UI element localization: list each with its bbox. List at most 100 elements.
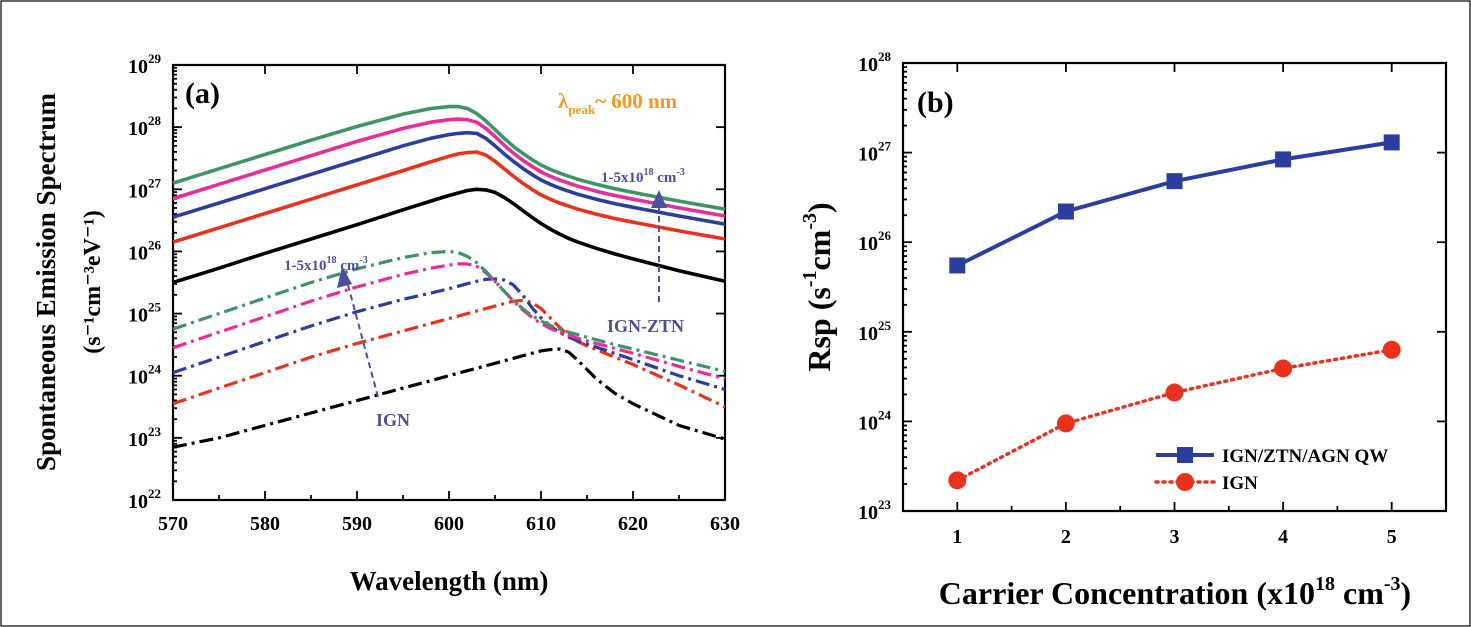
ign-ztn-range-main: 1-5x10 — [601, 170, 644, 186]
panel-a-y-axis-unit: (s⁻¹cm⁻³eV⁻¹) — [80, 210, 106, 354]
panel-a-x-axis-title: Wavelength (nm) — [350, 566, 549, 596]
panel-a-x-tick-label: 630 — [710, 513, 740, 535]
panel-b-x-title-end: ) — [1401, 575, 1412, 611]
tick-exponent: 26 — [148, 237, 162, 252]
tick-base: 10 — [858, 323, 878, 345]
ign-range-unit: cm — [337, 258, 360, 274]
tick-exponent: 27 — [148, 175, 162, 190]
tick-exponent: 24 — [148, 362, 162, 377]
panel-a-y-tick-label: 1024 — [128, 362, 162, 389]
panel-a-x-tick-label: 580 — [250, 513, 280, 535]
tick-exponent: 27 — [878, 139, 892, 154]
panel-a-y-tick-label: 1028 — [128, 113, 162, 140]
panel-b-x-tick-label: 3 — [1170, 526, 1180, 548]
ign-curve-n5 — [172, 249, 726, 373]
peak-value: ~ 600 nm — [595, 89, 678, 113]
tick-exponent: 28 — [878, 49, 892, 64]
panel-b-y-tick-label: 1028 — [858, 49, 892, 76]
ign-label: IGN — [376, 410, 410, 430]
panel-a-x-tick-label: 620 — [618, 513, 648, 535]
panel-a-y-tick-label: 1025 — [128, 300, 162, 327]
panel-b-x-tick-label: 1 — [952, 526, 962, 548]
ign-ztn-curve-n2 — [172, 150, 726, 244]
panel-b-point-qw — [1275, 151, 1292, 168]
tick-base: 10 — [858, 502, 878, 524]
tick-base: 10 — [128, 429, 148, 451]
peak-lambda: λ — [558, 89, 569, 113]
legend-marker-ign — [1176, 473, 1194, 491]
legend-label-ign: IGN — [1222, 473, 1258, 494]
panel-a-x-tick-label: 610 — [526, 513, 556, 535]
tick-base: 10 — [858, 412, 878, 434]
ign-curve-n1 — [172, 347, 726, 449]
ign-curve-n2 — [172, 298, 726, 409]
panel-a-y-tick-label: 1027 — [128, 175, 162, 202]
ign-ztn-arrow-head — [651, 190, 667, 208]
panel-a-y-tick-label: 1022 — [128, 486, 161, 513]
legend-label-qw: IGN/ZTN/AGN QW — [1222, 446, 1388, 467]
panel-a-x-tick-label: 570 — [158, 513, 188, 535]
panel-b-point-qw — [1383, 134, 1400, 151]
panel-a-y-axis-title: Spontaneous Emission Spectrum — [31, 92, 61, 471]
tick-base: 10 — [128, 491, 148, 513]
panel-b-point-ign — [1274, 359, 1293, 378]
panel-b-y-tick-label: 1026 — [858, 228, 892, 255]
tick-base: 10 — [128, 242, 148, 264]
panel-a-series — [172, 104, 726, 449]
ign-ztn-curve-n3 — [172, 130, 726, 226]
panel-a-x-tick-label: 600 — [434, 513, 464, 535]
panel-b-x-title-main: Carrier Concentration (x10 — [939, 575, 1315, 611]
panel-b-x-tick-label: 5 — [1387, 526, 1397, 548]
tick-exponent: 29 — [148, 51, 162, 66]
tick-exponent: 28 — [148, 113, 162, 128]
tick-base: 10 — [128, 305, 148, 327]
ign-range-unit-sup: -3 — [359, 255, 367, 266]
tick-exponent: 23 — [878, 497, 892, 512]
ign-range-label: 1-5x1018 cm-3 — [284, 255, 368, 274]
panel-a-y-tick-label: 1023 — [128, 424, 162, 451]
panel-b-x-title-unit-sup: -3 — [1384, 573, 1401, 595]
ign-range-main: 1-5x10 — [284, 258, 327, 274]
panel-b-y-title-mid: cm — [801, 229, 837, 270]
panel-b-y-title-sup1: -1 — [799, 271, 821, 288]
ign-ztn-curve-n4 — [172, 117, 726, 218]
panel-a-y-tick-label: 1026 — [128, 237, 162, 264]
tick-exponent: 25 — [148, 300, 162, 315]
panel-b-y-tick-label: 1025 — [858, 318, 892, 345]
ign-ztn-range-unit-sup: -3 — [676, 167, 684, 178]
ign-arrow-head — [337, 266, 352, 288]
panel-b-x-tick-label: 4 — [1278, 526, 1288, 548]
panel-b-x-title-unit: cm — [1335, 575, 1384, 611]
panel-b-y-axis-title: Rsp (s-1cm-3) — [799, 202, 837, 371]
panel-b-x-tick-label: 2 — [1061, 526, 1071, 548]
panel-b-label: (b) — [917, 86, 954, 119]
panel-b-point-ign — [1165, 383, 1184, 402]
tick-base: 10 — [858, 54, 878, 76]
panel-a-label: (a) — [185, 77, 220, 110]
panel-b-y-tick-label: 1024 — [858, 407, 892, 434]
panel-b-legend: IGN/ZTN/AGN QW IGN — [1154, 446, 1388, 494]
panel-b-point-ign — [948, 471, 967, 490]
panel-b-series — [948, 134, 1401, 490]
ign-curve-n3 — [172, 277, 726, 391]
panel-b-y-tick-label: 1027 — [858, 139, 892, 166]
tick-exponent: 24 — [878, 407, 892, 422]
peak-subscript: peak — [568, 102, 596, 117]
ign-ztn-range-label: 1-5x1018 cm-3 — [601, 167, 685, 186]
panel-b-series-line-ign — [955, 348, 1394, 483]
panel-a-x-tick-label: 590 — [342, 513, 372, 535]
ign-ztn-curve-n5 — [172, 104, 726, 211]
panel-b-y-title-main: Rsp (s — [801, 287, 837, 371]
panel-b-point-qw — [949, 257, 966, 274]
tick-exponent: 25 — [878, 318, 892, 333]
ign-ztn-range-sup: 18 — [644, 167, 654, 178]
panel-b-y-title-end: ) — [801, 202, 837, 213]
tick-exponent: 26 — [878, 228, 892, 243]
tick-base: 10 — [128, 367, 148, 389]
tick-exponent: 22 — [148, 486, 161, 501]
panel-b-x-axis-title: Carrier Concentration (x1018 cm-3) — [939, 573, 1411, 611]
panel-b-x-title-sup: 18 — [1315, 573, 1335, 595]
